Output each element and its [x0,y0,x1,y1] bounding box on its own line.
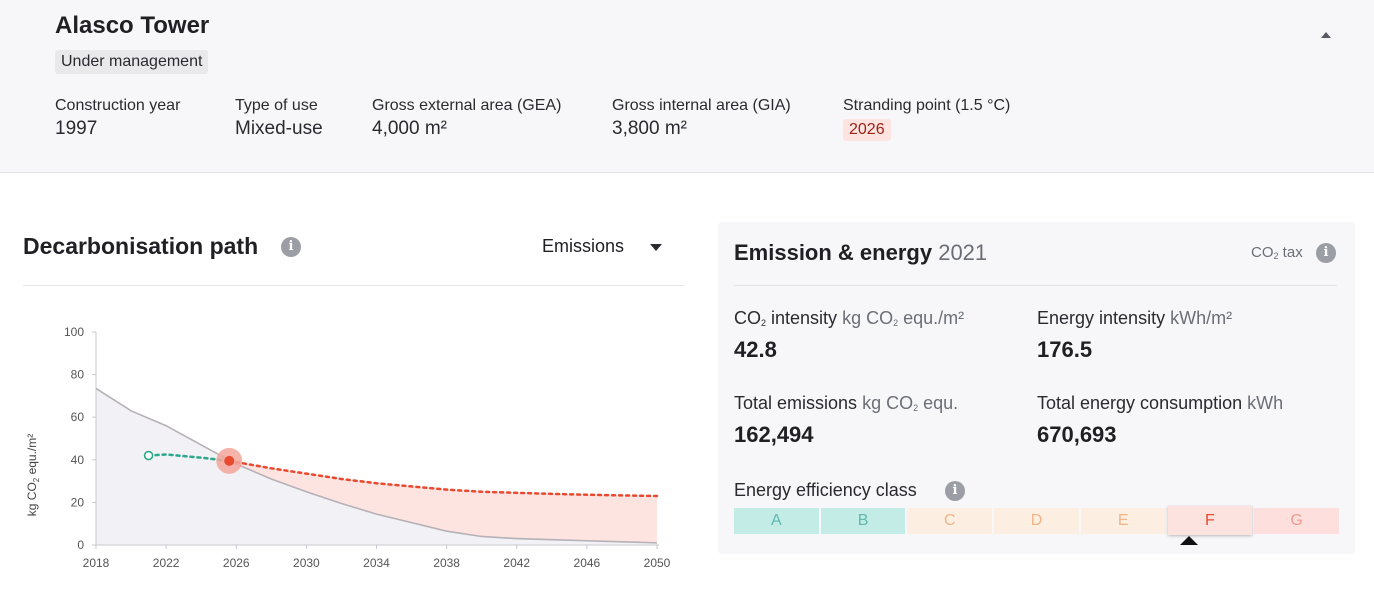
meta-construction-year: Construction year 1997 [55,97,180,140]
decarbonisation-title: Decarbonisation path [23,233,259,259]
status-badge: Under management [55,50,209,74]
metric-value: 176.5 [1037,337,1093,362]
chart-lines [95,387,659,544]
target-path-line [95,387,658,544]
info-icon[interactable]: i [281,237,301,257]
x-tick-label: 2042 [503,556,530,570]
energy-class-g: G [1254,508,1339,534]
x-tick-label: 2018 [83,556,110,570]
meta-stranding-point: Stranding point (1.5 °C) 2026 [843,97,1010,141]
metric-label: Total energy consumption kWh [1037,393,1284,413]
x-tick-label: 2034 [363,556,390,570]
energy-class-e: E [1080,508,1166,534]
x-tick-label: 2026 [223,556,250,570]
historic-emissions-line [147,453,231,463]
y-axis-label: kg CO2 equ./m² [25,434,41,516]
meta-value: 1997 [55,118,98,139]
chart-fill-layer [96,388,658,545]
y-tick-label: 60 [71,410,85,424]
metric-value: 162,494 [734,422,814,447]
panel-title: Emission & energy 2021 [734,240,987,266]
stranding-badge: 2026 [843,119,891,141]
x-tick-label: 2050 [644,556,671,570]
meta-label: Stranding point (1.5 °C) [843,97,1011,114]
meta-value: 4,000 m² [372,118,447,139]
target-area [96,388,657,545]
energy-class-a: A [734,508,819,534]
total-emissions-metric: Total emissions kg CO2 equ. 162,494 [734,393,958,448]
collapse-icon[interactable] [1318,30,1334,42]
x-tick-label: 2022 [153,556,180,570]
section-divider [23,285,684,286]
energy-class-c: C [907,508,993,534]
meta-label: Construction year [55,97,181,114]
metric-label: Energy intensity kWh/m² [1037,308,1233,328]
active-class-pointer [1180,536,1198,545]
meta-type-of-use: Type of use Mixed-use [235,97,323,140]
stranding-point-marker[interactable] [224,455,235,466]
metric-label: CO2 intensity kg CO2 equ./m² [734,308,965,328]
excess-emissions-area [229,460,658,543]
y-tick-label: 100 [64,325,84,339]
property-header: Alasco Tower Under management Constructi… [0,0,1374,173]
decarbonisation-chart: 0 20 40 60 80 100 2018 2022 2026 2030 2034 2038 2042… [25,325,671,570]
emission-energy-panel: Emission & energy 2021 CO2 tax i CO2 int… [718,222,1355,554]
x-tick-label: 2046 [574,556,601,570]
panel-title-text: Emission & energy [734,240,933,265]
eec-info-icon[interactable]: i [945,481,965,501]
metric-value: 42.8 [734,337,777,362]
metric-label: Total emissions kg CO2 equ. [734,393,959,413]
meta-label: Type of use [235,97,318,114]
start-point-marker [143,450,154,461]
co2-tax-info-icon[interactable]: i [1316,243,1336,263]
x-tick-label: 2030 [293,556,320,570]
y-tick-label: 20 [71,495,85,509]
panel-year: 2021 [938,240,988,265]
energy-class-f: F [1167,506,1253,535]
y-tick-label: 80 [71,368,85,382]
meta-label: Gross external area (GEA) [372,97,562,114]
energy-class-b: B [820,508,906,534]
chart-markers [143,447,243,474]
energy-class-d: D [994,508,1079,534]
co2-intensity-metric: CO2 intensity kg CO2 equ./m² 42.8 [734,308,964,363]
projected-emissions-line [227,459,659,498]
x-tick-label: 2038 [433,556,460,570]
total-energy-metric: Total energy consumption kWh 670,693 [1037,393,1283,448]
metric-value: 670,693 [1037,422,1117,447]
chevron-down-icon[interactable] [650,244,662,251]
co2-tax-label: CO2 tax [1251,244,1303,261]
meta-value: Mixed-use [235,118,323,139]
meta-value: 3,800 m² [612,118,687,139]
y-tick-label: 40 [71,453,85,467]
chart-axes: 0 20 40 60 80 100 2018 2022 2026 2030 2034 2038 2042… [64,325,671,570]
panel-divider [734,285,1337,286]
energy-intensity-metric: Energy intensity kWh/m² 176.5 [1037,308,1232,363]
meta-label: Gross internal area (GIA) [612,97,791,114]
metric-dropdown[interactable]: Emissions [542,236,625,256]
y-tick-label: 0 [77,538,84,552]
property-title: Alasco Tower [55,12,210,39]
meta-gea: Gross external area (GEA) 4,000 m² [372,97,561,140]
eec-label: Energy efficiency class [734,480,917,500]
meta-gia: Gross internal area (GIA) 3,800 m² [612,97,791,140]
